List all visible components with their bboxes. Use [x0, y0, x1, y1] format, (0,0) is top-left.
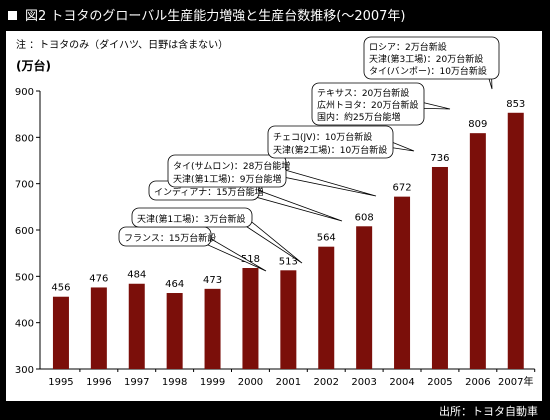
callout-text: 天津(第1工場)：9万台能増: [173, 173, 281, 185]
callout-text: ロシア：2万台新設: [369, 41, 447, 53]
bar-1999: [204, 288, 221, 369]
source-note: 出所：トヨタ自動車: [439, 405, 538, 418]
bar-1995: [52, 296, 69, 369]
x-tick-label: 1997: [124, 377, 149, 388]
callout-box-fill: [313, 84, 423, 124]
bar-2007年: [507, 112, 524, 369]
bar-1997: [128, 283, 145, 369]
bar-2004: [394, 196, 411, 369]
data-label: 476: [89, 273, 108, 284]
callout-box-fill: [120, 228, 210, 245]
callout-text: テキサス：20万台新設: [317, 87, 409, 99]
callout-text: タイ(バンポー)：10万台新設: [369, 65, 487, 77]
note-text: 注 ：トヨタのみ（ダイハツ、日野は含まない）: [16, 38, 228, 51]
data-label: 672: [393, 183, 412, 194]
callout-text: 国内：約25万台能増: [317, 111, 400, 123]
callout-text: チェコ(JV)：10万台新設: [273, 131, 372, 143]
bar-1996: [90, 287, 107, 369]
x-tick-label: 2001: [276, 377, 301, 388]
bar-2000: [242, 267, 259, 369]
data-label: 809: [468, 119, 487, 130]
data-label: 736: [430, 153, 449, 164]
callout-text: 天津(第1工場)：3万台新設: [137, 213, 245, 225]
x-tick-label: 2002: [314, 377, 339, 388]
chart-title: 図2 トヨタのグローバル生産能力増強と生産台数推移(～2007年): [25, 9, 406, 24]
x-tick-label: 1996: [86, 377, 111, 388]
data-label: 564: [317, 233, 336, 244]
y-tick-label: 900: [15, 87, 34, 98]
callout-box-fill: [269, 127, 392, 157]
data-label: 456: [51, 283, 70, 294]
x-tick-label: 2004: [389, 377, 414, 388]
chart-title-bar: 図2 トヨタのグローバル生産能力増強と生産台数推移(～2007年): [8, 6, 528, 28]
x-tick-label: 2006: [465, 377, 490, 388]
y-tick-label: 500: [15, 272, 34, 283]
data-label: 513: [279, 256, 298, 267]
callout-box-fill: [169, 156, 285, 186]
data-label: 484: [127, 270, 146, 281]
y-axis-unit-label: (万台): [16, 58, 51, 73]
callout-text: 天津(第3工場)：20万台新設: [369, 53, 483, 65]
bar-2005: [431, 166, 448, 369]
callout-box-fill: [133, 209, 251, 226]
x-tick-label: 1995: [48, 377, 73, 388]
y-tick-label: 300: [15, 365, 34, 376]
x-tick-label: 2005: [427, 377, 452, 388]
bar-2003: [356, 226, 373, 369]
callout-text: 広州トヨタ：20万台新設: [317, 99, 418, 111]
bar-1998: [166, 293, 183, 369]
callout-box-fill: [365, 38, 498, 78]
bar-chart: 注 ：トヨタのみ（ダイハツ、日野は含まない） (万台) 300 400 500 600 70…: [15, 36, 536, 388]
callout-text: インディアナ：15万台能増: [154, 186, 264, 198]
callout-text: タイ(サムロン)：28万台能増: [173, 160, 290, 172]
plot-area: 注 ：トヨタのみ（ダイハツ、日野は含まない） (万台) 300 400 500 600 70…: [6, 31, 542, 401]
x-tick-label: 1999: [200, 377, 225, 388]
y-tick-label: 600: [15, 226, 34, 237]
bar-2006: [469, 133, 486, 369]
data-label: 608: [355, 212, 374, 223]
bar-2001: [280, 270, 297, 369]
x-tick-label: 1998: [162, 377, 187, 388]
data-label: 853: [506, 99, 525, 110]
y-tick-label: 700: [15, 180, 34, 191]
callout-text: 天津(第2工場)：10万台新設: [273, 144, 387, 156]
data-label: 464: [165, 279, 184, 290]
x-tick-label: 2003: [351, 377, 376, 388]
bar-2002: [318, 246, 335, 369]
x-tick-label: 2007年: [498, 375, 533, 388]
callout-text: フランス：15万台新設: [124, 232, 216, 244]
data-label: 473: [203, 275, 222, 286]
data-label: 518: [241, 254, 260, 265]
y-tick-label: 400: [15, 319, 34, 330]
y-tick-label: 800: [15, 133, 34, 144]
x-tick-label: 2000: [238, 377, 263, 388]
title-square-icon: [8, 11, 17, 20]
